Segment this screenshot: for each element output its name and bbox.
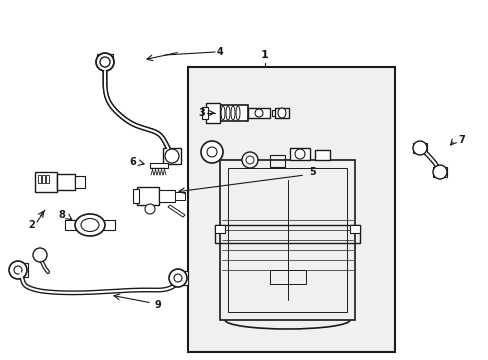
Bar xyxy=(314,150,329,160)
Bar xyxy=(137,187,159,205)
Circle shape xyxy=(14,266,22,274)
Bar xyxy=(75,176,85,188)
Bar xyxy=(227,168,346,312)
Circle shape xyxy=(96,53,114,71)
Bar xyxy=(159,190,175,202)
Bar xyxy=(97,54,113,64)
Text: 8: 8 xyxy=(59,210,65,220)
Bar xyxy=(175,192,184,200)
Bar xyxy=(35,172,57,192)
Bar xyxy=(65,220,77,230)
Bar xyxy=(247,108,269,118)
Text: 4: 4 xyxy=(216,47,223,57)
Bar xyxy=(215,225,224,233)
Circle shape xyxy=(33,248,47,262)
Bar xyxy=(432,167,446,177)
Bar xyxy=(172,271,187,285)
Text: 1: 1 xyxy=(261,50,268,60)
Bar xyxy=(133,189,139,203)
Circle shape xyxy=(206,147,217,157)
Circle shape xyxy=(145,204,155,214)
Bar xyxy=(205,103,220,123)
Bar xyxy=(220,105,247,121)
Circle shape xyxy=(432,165,446,179)
Polygon shape xyxy=(168,205,184,217)
Text: 3: 3 xyxy=(198,108,205,118)
Circle shape xyxy=(164,149,179,163)
Bar xyxy=(202,107,207,119)
Circle shape xyxy=(201,141,223,163)
Circle shape xyxy=(254,109,263,117)
Circle shape xyxy=(174,274,182,282)
Ellipse shape xyxy=(81,219,99,231)
Bar xyxy=(163,148,181,164)
Bar xyxy=(215,225,359,243)
Text: 2: 2 xyxy=(29,220,35,230)
Bar xyxy=(150,163,168,168)
Circle shape xyxy=(169,269,186,287)
Text: 5: 5 xyxy=(309,167,316,177)
Text: 6: 6 xyxy=(129,157,136,167)
Bar xyxy=(349,225,359,233)
Circle shape xyxy=(242,152,258,168)
Bar xyxy=(269,270,305,284)
Bar xyxy=(46,175,49,183)
Circle shape xyxy=(9,261,27,279)
Bar xyxy=(187,67,394,352)
Bar xyxy=(271,110,284,116)
Bar xyxy=(103,220,115,230)
Ellipse shape xyxy=(278,108,285,118)
Bar xyxy=(289,148,309,160)
Circle shape xyxy=(412,141,426,155)
Text: 7: 7 xyxy=(458,135,465,145)
Text: 9: 9 xyxy=(154,300,161,310)
Bar xyxy=(42,175,45,183)
Circle shape xyxy=(100,57,110,67)
Bar xyxy=(412,143,426,153)
Bar xyxy=(207,155,216,161)
Circle shape xyxy=(294,149,305,159)
Bar xyxy=(269,155,285,167)
Bar xyxy=(274,108,288,118)
Bar xyxy=(57,174,75,190)
Bar xyxy=(12,263,28,277)
Bar xyxy=(38,175,41,183)
Bar xyxy=(220,160,354,320)
Ellipse shape xyxy=(75,214,105,236)
